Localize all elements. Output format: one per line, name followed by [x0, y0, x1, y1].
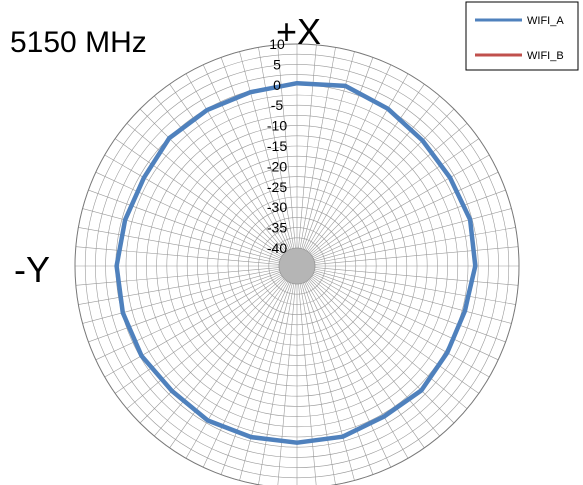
radial-tick-label: -30 [267, 199, 287, 215]
radial-tick-label: -35 [267, 220, 287, 236]
grid-ring [135, 104, 459, 428]
axis-label-top: +X [276, 11, 321, 52]
radial-tick-label: 0 [273, 77, 281, 93]
axis-label-left: -Y [14, 249, 50, 290]
radial-tick-label: -10 [267, 118, 287, 134]
grid-ring [95, 64, 499, 468]
grid-ring [227, 196, 367, 336]
grid-spoke [277, 283, 296, 485]
legend-box [465, 1, 579, 71]
grid-ring [176, 145, 418, 387]
radial-tick-label: 10 [269, 36, 285, 52]
legend: WIFI_A WIFI_B [465, 1, 579, 71]
radial-tick-label: -5 [271, 97, 284, 113]
radial-tick-label: -40 [267, 240, 287, 256]
grid-ring [186, 155, 408, 377]
radial-tick-label: -20 [267, 158, 287, 174]
radial-tick-labels: 10 5 0 -5 -10 -15 -20 -25 -30 -35 -40 [267, 36, 287, 256]
outer-ring [74, 43, 520, 485]
legend-label-wifi-b: WIFI_B [527, 50, 564, 62]
radial-tick-label: -15 [267, 138, 287, 154]
grid-center-blob [278, 247, 316, 285]
grid-ring [268, 237, 326, 295]
chart-title: 5150 MHz [10, 26, 147, 59]
grid-ring [197, 166, 397, 366]
radial-tick-label: 5 [273, 56, 281, 72]
grid-center [278, 247, 316, 285]
grid-ring [156, 125, 438, 407]
radial-tick-label: -25 [267, 179, 287, 195]
grid-ring [84, 53, 510, 479]
polar-grid [74, 43, 520, 485]
series-line-wifi-a [114, 80, 478, 445]
grid-ring [217, 186, 377, 346]
grid-ring [248, 217, 346, 315]
grid-ring [105, 74, 489, 458]
legend-label-wifi-a: WIFI_A [527, 15, 564, 27]
grid-ring [237, 206, 357, 326]
grid-ring [125, 94, 469, 438]
series-layer [114, 80, 478, 445]
grid-spoke [298, 283, 317, 485]
grid-ring [146, 115, 448, 417]
grid-ring [166, 135, 428, 397]
grid-ring [258, 227, 336, 305]
grid-ring [207, 176, 387, 356]
